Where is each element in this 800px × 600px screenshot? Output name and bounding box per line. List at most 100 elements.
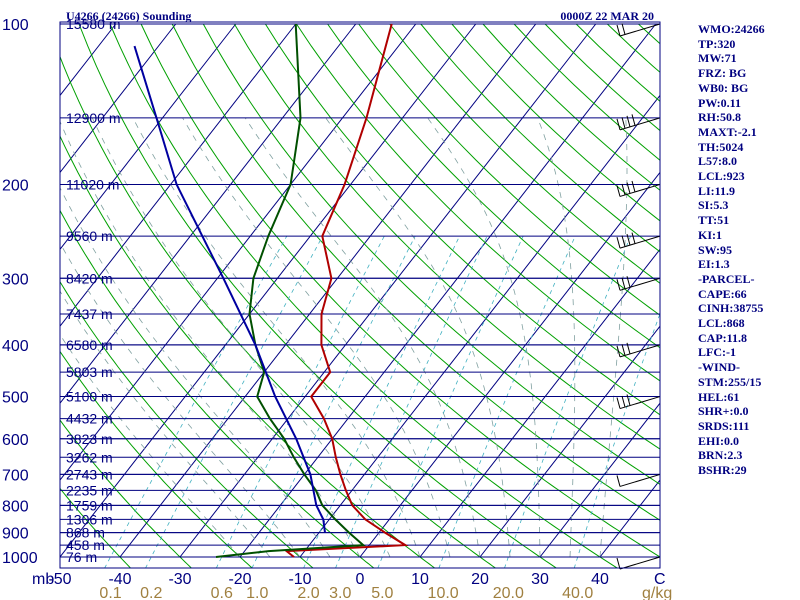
temperature-tick-label: -20 — [228, 571, 251, 588]
index-line: SW:95 — [698, 242, 733, 257]
index-line: CAP:11.8 — [698, 330, 747, 345]
wind-barb — [616, 473, 661, 487]
mixing-ratio-tick-label: 0.1 — [99, 585, 121, 600]
moist-adiabat-line — [60, 186, 331, 558]
dry-adiabat-line — [60, 487, 132, 568]
moist-adiabat-line — [182, 117, 451, 558]
index-line: FRZ: BG — [698, 66, 747, 81]
index-line: EHI:0.0 — [698, 433, 740, 448]
height-label: 1759 m — [66, 497, 113, 513]
index-line: -PARCEL- — [698, 271, 755, 286]
index-line: -WIND- — [698, 360, 740, 375]
height-label: 458 m — [66, 537, 105, 553]
isotherm-line — [359, 171, 660, 558]
height-label: 76 m — [66, 549, 97, 565]
height-label: 4432 m — [66, 411, 113, 427]
temperature-tick-label: 10 — [411, 571, 429, 588]
pressure-tick-label: 800 — [2, 498, 29, 515]
mixing-ratio-tick-label: 5.0 — [371, 585, 393, 600]
isotherm-line — [60, 23, 177, 174]
temperature-tick-label: 0 — [356, 571, 365, 588]
pressure-tick-label: 100 — [2, 17, 29, 34]
pressure-tick-label: 400 — [2, 338, 29, 355]
isotherm-line — [60, 23, 417, 481]
temperature-tick-label: 40 — [591, 571, 609, 588]
index-line: LI:11.9 — [698, 183, 736, 198]
grid-layer — [60, 23, 660, 568]
mixing-ratio-tick-label: 40.0 — [562, 585, 593, 600]
temperature-tick-label: -40 — [108, 571, 131, 588]
valid-time: 0000Z 22 MAR 20 — [560, 9, 654, 23]
index-line: TH:5024 — [698, 139, 744, 154]
index-line: WMO:24266 — [698, 22, 765, 36]
height-label: 5803 m — [66, 364, 113, 380]
index-line: WB0: BG — [698, 80, 749, 95]
isotherm-line — [239, 23, 657, 558]
index-line: TP:320 — [698, 36, 736, 51]
dry-adiabat-line — [358, 23, 660, 316]
pressure-tick-label: 200 — [2, 177, 29, 194]
moist-adiabat-line — [60, 333, 241, 558]
chart-title: U4266 (24266) Sounding — [66, 9, 191, 23]
temperature-unit-label: C — [654, 571, 666, 588]
index-line: BSHR:29 — [698, 463, 747, 478]
profile-line — [133, 45, 326, 533]
isotherm-line — [179, 23, 597, 558]
index-line: SHR+:0.0 — [698, 404, 749, 419]
isotherm-line — [60, 23, 477, 558]
index-line: SI:5.3 — [698, 198, 729, 213]
dry-adiabat-line — [389, 23, 660, 284]
profile-layer — [133, 23, 409, 558]
pressure-tick-label: 900 — [2, 526, 29, 543]
index-line: PW:0.11 — [698, 95, 742, 110]
isotherm-line — [479, 325, 660, 558]
wind-barb-column — [616, 23, 661, 570]
mixing-ratio-line — [504, 235, 631, 568]
mixing-ratio-tick-label: 2.0 — [297, 585, 319, 600]
index-line: L57:8.0 — [698, 154, 737, 169]
index-line: SRDS:111 — [698, 418, 750, 433]
dry-adiabat-line — [296, 23, 660, 382]
dry-adiabat-line — [60, 209, 375, 568]
mixing-ratio-line — [573, 312, 660, 568]
index-line: CAPE:66 — [698, 286, 747, 301]
index-line: LFC:-1 — [698, 345, 736, 360]
isotherm-line — [419, 248, 660, 558]
mixing-ratio-line — [438, 235, 576, 568]
index-line: CINH:38755 — [698, 301, 764, 316]
height-label: 15580 m — [66, 16, 120, 32]
pressure-tick-label: 300 — [2, 271, 29, 288]
index-line: EI:1.3 — [698, 257, 730, 272]
moist-adiabat-line — [244, 117, 481, 558]
height-label: 1306 m — [66, 511, 113, 527]
dry-adiabat-line — [420, 23, 660, 253]
wind-barb — [616, 180, 661, 197]
height-label: 2235 m — [66, 482, 113, 498]
moist-adiabat-line — [60, 242, 301, 558]
index-line: KI:1 — [698, 227, 722, 242]
height-label: 3262 m — [66, 449, 113, 465]
height-label: 868 m — [66, 525, 105, 541]
temperature-tick-label: -30 — [168, 571, 191, 588]
mixing-ratio-tick-label: 10.0 — [428, 585, 459, 600]
height-label: 11020 m — [66, 176, 119, 192]
moist-adiabat-line — [60, 290, 271, 558]
height-label: 5100 m — [66, 389, 113, 405]
dry-adiabat-line — [78, 23, 557, 568]
wind-barb — [616, 394, 661, 410]
dry-adiabat-line — [327, 23, 660, 349]
temperature-tick-label: 20 — [471, 571, 489, 588]
profile-line — [215, 23, 366, 558]
plot-background — [60, 22, 660, 568]
wind-barb — [616, 114, 661, 131]
pressure-tick-label: 500 — [2, 390, 29, 407]
index-line: STM:255/15 — [698, 374, 762, 389]
index-line: RH:50.8 — [698, 110, 741, 125]
index-line: HEL:61 — [698, 389, 740, 404]
dry-adiabat-line — [60, 419, 193, 568]
pressure-tick-label: 1000 — [2, 550, 38, 567]
plot-frame — [59, 21, 661, 569]
height-label: 12900 m — [66, 110, 120, 126]
